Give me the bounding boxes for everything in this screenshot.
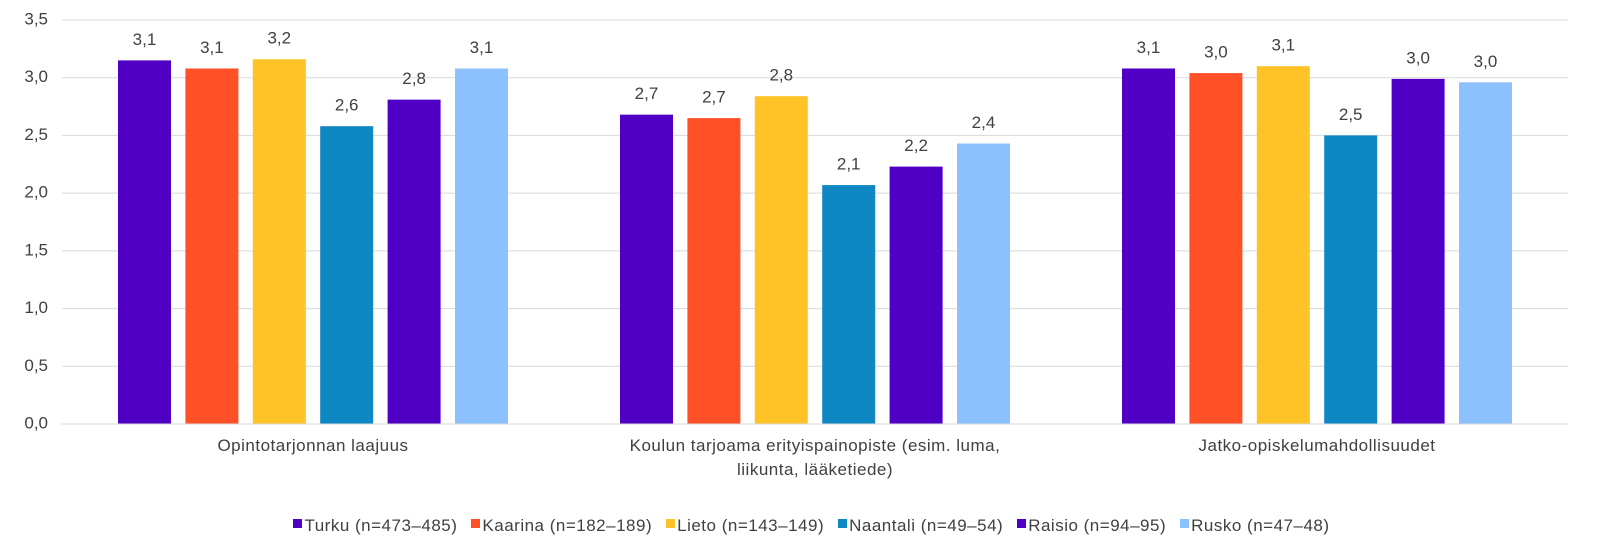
data-label: 2,7 bbox=[702, 88, 726, 107]
data-label: 3,0 bbox=[1474, 52, 1498, 71]
y-tick-label: 1,0 bbox=[24, 298, 48, 317]
legend-item: Lieto (n=143–149) bbox=[666, 516, 824, 536]
legend-label: Lieto (n=143–149) bbox=[677, 516, 825, 535]
bar bbox=[118, 60, 171, 425]
plot: 0,0 0,5 1,0 1,5 2,0 2,5 3,0 3,5 3,1 3,1 3,2 2,6 2,8 3… bbox=[24, 9, 1568, 432]
data-label: 2,2 bbox=[904, 136, 928, 155]
data-label: 3,1 bbox=[1137, 38, 1161, 57]
bar bbox=[1459, 82, 1512, 425]
legend-label: Naantali (n=49–54) bbox=[849, 516, 1004, 535]
y-tick-label: 3,5 bbox=[24, 9, 48, 28]
data-label: 2,1 bbox=[837, 155, 861, 174]
legend-swatch bbox=[293, 518, 303, 528]
legend-label: Raisio (n=94–95) bbox=[1028, 516, 1167, 535]
y-tick-label: 0,5 bbox=[24, 356, 48, 375]
bar bbox=[1391, 78, 1445, 425]
legend-swatch bbox=[666, 518, 676, 528]
bar bbox=[1324, 135, 1378, 424]
legend-label: Kaarina (n=182–189) bbox=[482, 516, 653, 535]
legend-swatch bbox=[1017, 518, 1027, 528]
legend-swatch bbox=[471, 518, 481, 528]
bar bbox=[185, 68, 239, 424]
y-tick-label: 2,0 bbox=[24, 183, 48, 202]
legend-item: Naantali (n=49–54) bbox=[838, 516, 1003, 536]
bar bbox=[252, 59, 306, 424]
y-tick-label: 1,5 bbox=[24, 240, 48, 259]
bar bbox=[1189, 73, 1243, 425]
data-label: 2,8 bbox=[769, 66, 793, 85]
data-label: 2,6 bbox=[335, 96, 359, 115]
bar bbox=[822, 185, 876, 424]
bar bbox=[957, 143, 1010, 424]
y-tick-label: 2,5 bbox=[24, 125, 48, 144]
data-label: 3,2 bbox=[267, 29, 291, 48]
data-label: 3,1 bbox=[470, 38, 494, 57]
legend-swatch bbox=[838, 518, 848, 528]
bar bbox=[687, 118, 741, 424]
bar bbox=[1122, 68, 1175, 424]
data-label: 3,0 bbox=[1204, 43, 1228, 62]
bar bbox=[387, 99, 441, 424]
legend: Turku (n=473–485) Kaarina (n=182–189) Liet… bbox=[0, 516, 1623, 536]
data-label: 2,7 bbox=[635, 84, 659, 103]
legend-item: Kaarina (n=182–189) bbox=[471, 516, 652, 536]
bar bbox=[320, 126, 374, 425]
bar bbox=[1256, 66, 1310, 425]
data-label: 3,1 bbox=[133, 30, 157, 49]
bar bbox=[620, 114, 673, 424]
data-label: 2,8 bbox=[402, 69, 426, 88]
x-tick-label: Koulun tarjoama erityispainopiste (esim.… bbox=[629, 436, 1001, 479]
y-tick-label: 0,0 bbox=[24, 413, 48, 432]
legend-item: Rusko (n=47–48) bbox=[1180, 516, 1329, 536]
data-label: 2,5 bbox=[1339, 105, 1363, 124]
legend-item: Turku (n=473–485) bbox=[293, 516, 457, 536]
data-label: 2,4 bbox=[972, 113, 996, 132]
data-label: 3,1 bbox=[200, 38, 224, 57]
bar bbox=[754, 96, 808, 424]
legend-item: Raisio (n=94–95) bbox=[1017, 516, 1166, 536]
data-label: 3,1 bbox=[1271, 36, 1295, 55]
legend-label: Turku (n=473–485) bbox=[304, 516, 458, 535]
data-label: 3,0 bbox=[1406, 48, 1430, 67]
legend-swatch bbox=[1180, 518, 1190, 528]
legend-label: Rusko (n=47–48) bbox=[1191, 516, 1330, 535]
bar bbox=[455, 68, 508, 424]
x-tick-label: Jatko-opiskelumahdollisuudet bbox=[1198, 436, 1436, 455]
bar bbox=[889, 166, 943, 424]
x-tick-label: Opintotarjonnan laajuus bbox=[217, 436, 409, 455]
y-tick-label: 3,0 bbox=[24, 67, 48, 86]
